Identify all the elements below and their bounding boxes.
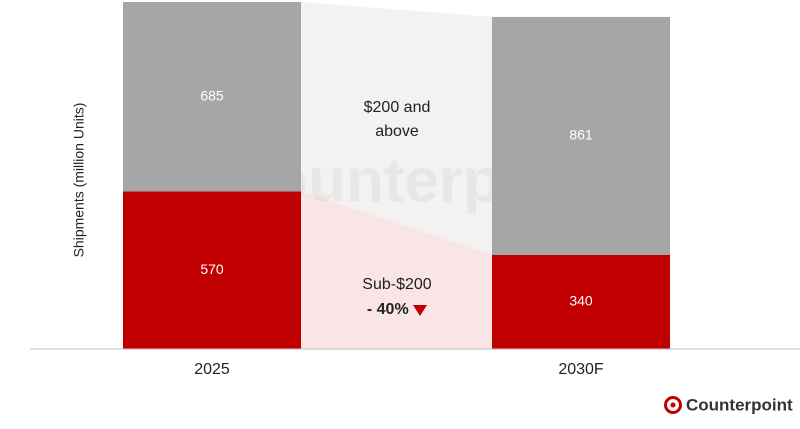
down-arrow [413, 304, 428, 316]
brand-name: Counterpoint [686, 395, 793, 414]
x-tick-label: 2025 [194, 361, 230, 378]
annotation-text: - 40% [366, 301, 409, 318]
y-axis-label: Shipments (million Units) [71, 103, 87, 258]
bar-segment [492, 254, 670, 349]
value-label: 685 [200, 87, 224, 103]
value-label: 570 [200, 261, 224, 277]
connector-band [301, 2, 492, 255]
bar-segment [123, 2, 301, 192]
segment-label: $200 and above [363, 99, 431, 140]
change-annotation: - 40% [322, 298, 472, 322]
bar-segment [492, 16, 670, 255]
bar-segment [123, 191, 301, 349]
connector-band [301, 191, 492, 349]
segment-label: Sub-$200 [362, 276, 432, 293]
logo-dot [670, 402, 676, 408]
value-label: 340 [569, 293, 593, 309]
logo-icon [664, 396, 682, 414]
value-label: 861 [569, 127, 593, 143]
x-tick-label: 2030F [558, 361, 604, 378]
brand-logo: Counterpoint [664, 395, 793, 414]
